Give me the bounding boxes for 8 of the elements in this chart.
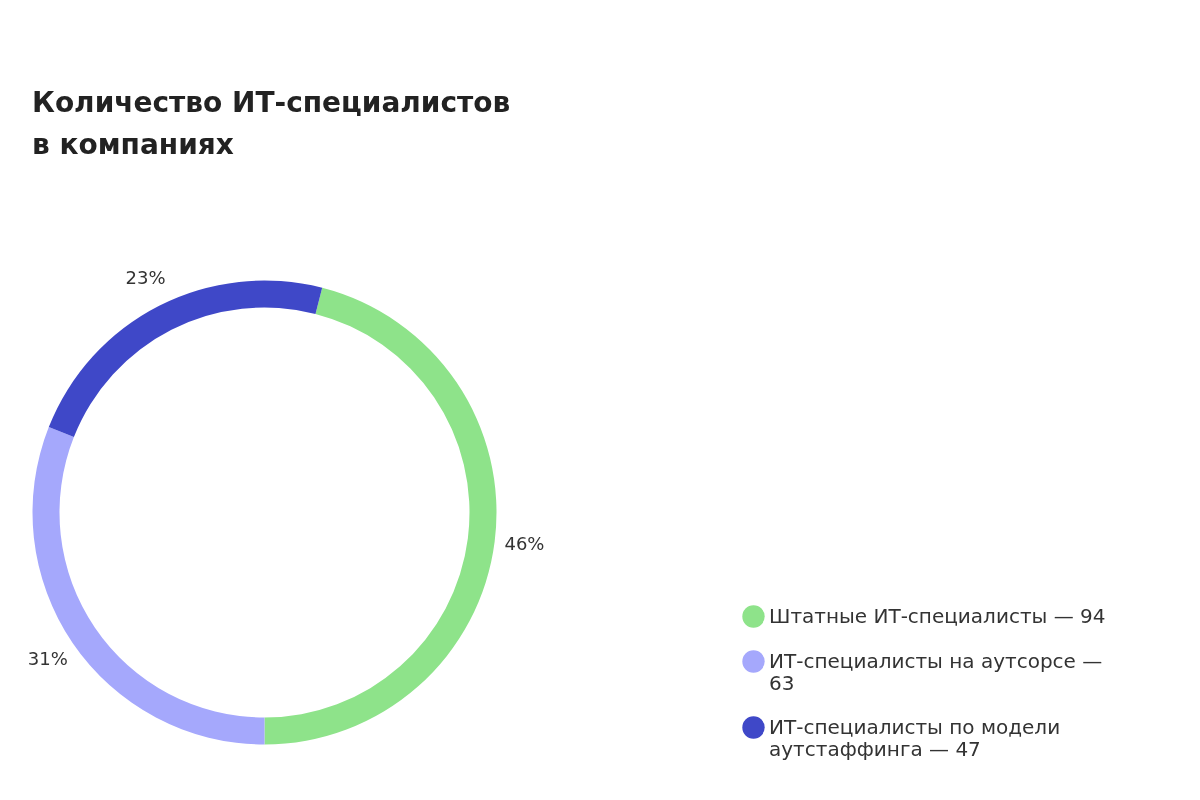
legend-label: ИТ-специалисты на аутсорсе — 63 bbox=[769, 648, 1103, 695]
data-label: 46% bbox=[504, 533, 545, 555]
chart-title: Количество ИТ-специалистов в компаниях bbox=[32, 86, 511, 162]
legend-label: Штатные ИТ-специалисты — 94 bbox=[769, 603, 1106, 628]
legend-label: ИТ-специалисты по модели аутстаффинга — 47 bbox=[769, 714, 1061, 761]
donut-slice bbox=[264, 287, 497, 745]
data-label: 31% bbox=[27, 647, 68, 669]
data-label: 23% bbox=[125, 267, 166, 289]
